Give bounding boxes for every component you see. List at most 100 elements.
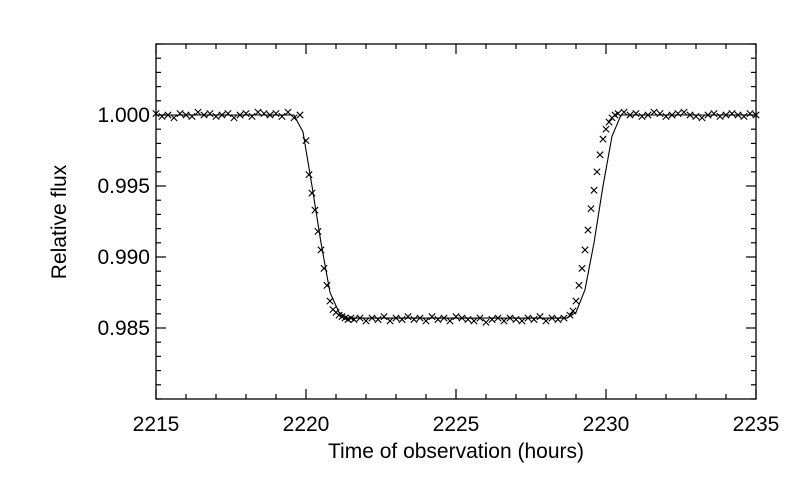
- data-point: [200, 111, 208, 119]
- data-point: [440, 314, 448, 322]
- data-point: [656, 109, 664, 118]
- data-point: [434, 315, 442, 324]
- data-point: [500, 317, 508, 325]
- y-tick-label: 0.990: [97, 246, 150, 269]
- data-point: [476, 314, 484, 322]
- data-point: [596, 151, 604, 159]
- data-point: [494, 314, 502, 322]
- data-point: [374, 315, 382, 324]
- data-point: [734, 111, 742, 119]
- data-point: [578, 264, 586, 272]
- data-point: [404, 313, 412, 321]
- data-point: [248, 112, 256, 121]
- data-point: [176, 109, 184, 118]
- data-point: [452, 313, 460, 321]
- data-point: [752, 111, 760, 119]
- data-point: [554, 315, 562, 324]
- data-point: [311, 206, 319, 214]
- data-point: [320, 264, 328, 272]
- data-point: [710, 109, 718, 118]
- data-point: [575, 281, 583, 289]
- model-curve-layer: [156, 114, 756, 319]
- data-point: [350, 315, 358, 324]
- data-point: [704, 111, 712, 119]
- data-point: [626, 111, 634, 119]
- data-point: [206, 109, 214, 118]
- data-point: [590, 186, 598, 194]
- data-point: [182, 111, 190, 119]
- data-point: [224, 109, 232, 118]
- data-point: [599, 135, 607, 143]
- data-point: [302, 136, 310, 145]
- plot-frame: [155, 43, 757, 400]
- data-point: [548, 314, 556, 322]
- data-point: [356, 314, 364, 322]
- data-point: [284, 108, 292, 116]
- data-point: [422, 317, 430, 325]
- data-point: [458, 314, 466, 322]
- data-point: [482, 318, 490, 326]
- data-point: [692, 112, 700, 121]
- data-point: [587, 205, 595, 213]
- y-tick-label: 1.000: [97, 104, 150, 127]
- data-point: [410, 315, 418, 324]
- data-point: [326, 297, 334, 305]
- data-point: [236, 111, 244, 119]
- x-tick-label: 2230: [583, 413, 630, 436]
- data-point: [566, 311, 574, 319]
- data-point: [680, 108, 688, 116]
- data-point: [212, 112, 220, 121]
- model-curve: [156, 114, 756, 319]
- data-point: [674, 109, 682, 118]
- x-tick-label: 2215: [133, 413, 180, 436]
- data-point: [278, 112, 286, 121]
- y-tick-label: 0.985: [97, 317, 150, 340]
- x-tick-label: 2235: [733, 413, 780, 436]
- data-point: [362, 317, 370, 325]
- data-point: [308, 189, 316, 197]
- data-point: [536, 313, 544, 321]
- x-tick-label: 2225: [433, 413, 480, 436]
- data-point: [722, 111, 730, 119]
- data-point: [242, 109, 250, 118]
- x-axis-label: Time of observation (hours): [328, 440, 584, 463]
- data-point: [158, 112, 166, 121]
- x-tick-label: 2220: [283, 413, 330, 436]
- data-point: [512, 315, 520, 324]
- y-tick-label: 0.995: [97, 175, 150, 198]
- data-point: [605, 118, 613, 126]
- data-point: [506, 314, 514, 322]
- data-point: [569, 307, 577, 315]
- data-point: [716, 112, 724, 121]
- data-point: [272, 109, 280, 118]
- data-point: [581, 246, 589, 254]
- data-point: [602, 125, 610, 133]
- data-point: [170, 114, 178, 122]
- data-point: [728, 109, 736, 118]
- data-point: [152, 109, 160, 118]
- data-point: [746, 109, 754, 118]
- data-point: [650, 108, 658, 116]
- data-point: [593, 168, 601, 176]
- data-point: [662, 112, 670, 121]
- data-point: [644, 111, 652, 119]
- data-point: [290, 114, 298, 122]
- data-point: [164, 111, 172, 119]
- data-point: [632, 109, 640, 118]
- data-point: [464, 315, 472, 324]
- data-point: [542, 317, 550, 325]
- data-point: [446, 317, 454, 325]
- data-points-layer: [152, 108, 760, 326]
- data-point: [488, 315, 496, 324]
- data-point: [428, 313, 436, 321]
- data-point: [194, 108, 202, 116]
- data-point: [266, 111, 274, 119]
- data-point: [317, 246, 325, 254]
- axis-ticks: 2215 2220 2225 2230 2235 0.985 0.990 0.995 1.000: [97, 43, 780, 436]
- data-point: [572, 297, 580, 305]
- data-point: [398, 315, 406, 324]
- data-point: [698, 114, 706, 122]
- y-axis-label: Relative flux: [48, 164, 71, 279]
- data-point: [323, 281, 331, 289]
